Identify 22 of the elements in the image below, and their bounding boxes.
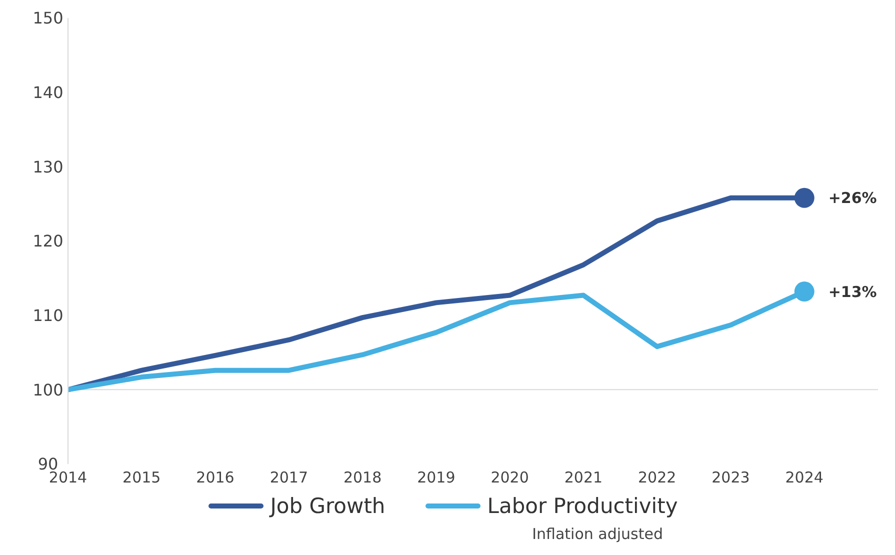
text: Inflation adjusted — [531, 525, 664, 543]
y-tick-label: 100 — [32, 380, 64, 400]
x-tick-label: 2021 — [564, 468, 603, 487]
x-tick-label: 2023 — [712, 468, 750, 487]
x-tick-label: 2019 — [417, 468, 456, 487]
x-tick-label: 2024 — [785, 468, 824, 487]
y-tick-label: 130 — [32, 157, 64, 176]
annotation: +26% — [828, 189, 877, 208]
x-tick-label: 2020 — [490, 468, 529, 487]
y-tick-label: 150 — [32, 8, 64, 28]
x-tick-label: 2018 — [343, 468, 382, 487]
x-tick-label: 2022 — [638, 468, 676, 487]
y-tick-label: 140 — [32, 83, 64, 102]
annotation: +13% — [828, 282, 877, 301]
legend-label: Job Growth — [270, 494, 386, 518]
x-tick-label: 2015 — [122, 468, 161, 487]
legend-label: Labor Productivity — [487, 494, 678, 518]
x-tick-label: 2017 — [270, 468, 308, 487]
x-tick-label: 2014 — [48, 468, 88, 487]
x-tick-label: 2016 — [196, 468, 234, 487]
y-tick-label: 110 — [32, 306, 64, 326]
y-tick-label: 120 — [32, 232, 64, 251]
